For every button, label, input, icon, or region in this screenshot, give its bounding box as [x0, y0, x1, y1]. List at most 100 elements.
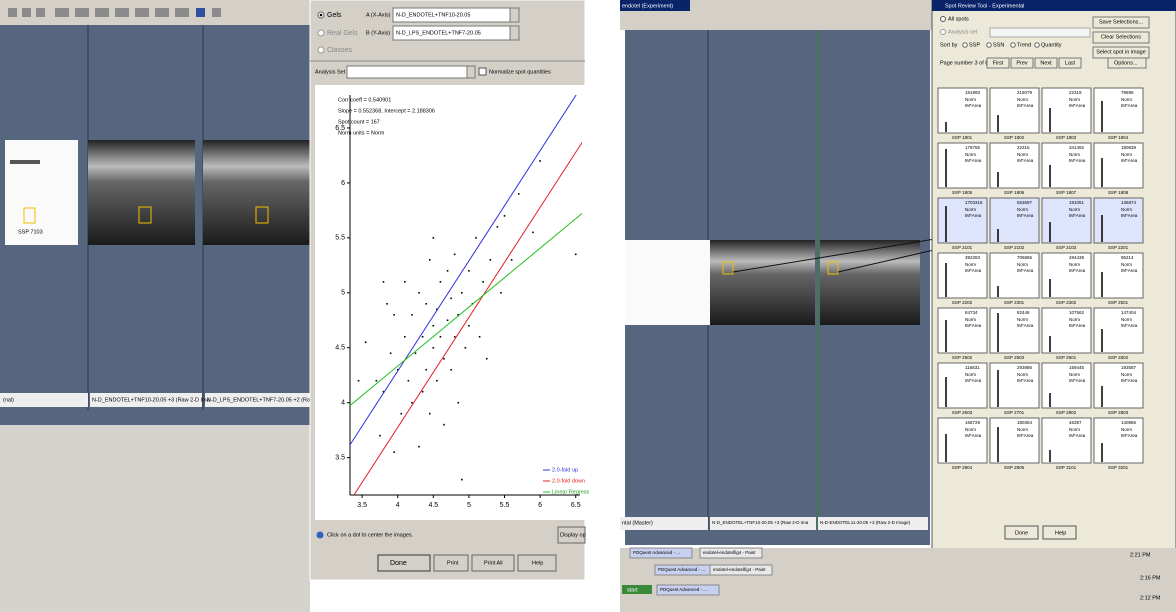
tool-icon[interactable]	[22, 8, 31, 17]
data-point[interactable]	[404, 281, 406, 283]
tile-unit: IM*Area	[1069, 268, 1086, 273]
x-tick-label: 4.5	[428, 502, 438, 509]
data-point[interactable]	[454, 336, 456, 338]
data-point[interactable]	[575, 254, 577, 256]
data-point[interactable]	[443, 424, 445, 426]
analysis-set-select[interactable]	[990, 28, 1090, 37]
data-point[interactable]	[511, 259, 513, 261]
data-point[interactable]	[468, 325, 470, 327]
radio[interactable]	[1035, 43, 1040, 48]
radio[interactable]	[941, 30, 946, 35]
data-point[interactable]	[411, 314, 413, 316]
data-point[interactable]	[475, 237, 477, 239]
data-point[interactable]	[390, 352, 392, 354]
tool-icon[interactable]	[55, 8, 69, 17]
data-point[interactable]	[422, 336, 424, 338]
data-point[interactable]	[425, 303, 427, 305]
data-point[interactable]	[457, 402, 459, 404]
tile-unit: Norm	[1069, 372, 1080, 377]
data-point[interactable]	[393, 451, 395, 453]
radio[interactable]	[963, 43, 968, 48]
data-point[interactable]	[436, 380, 438, 382]
tool-icon[interactable]	[75, 8, 89, 17]
dropdown-button[interactable]	[467, 66, 475, 78]
data-point[interactable]	[500, 292, 502, 294]
data-point[interactable]	[461, 479, 463, 481]
radio[interactable]	[318, 30, 324, 36]
tile-value: 392283	[965, 255, 981, 260]
button-label: Help	[532, 560, 543, 566]
data-point[interactable]	[532, 232, 534, 234]
data-point[interactable]	[429, 413, 431, 415]
data-point[interactable]	[429, 259, 431, 261]
radio[interactable]	[987, 43, 992, 48]
radio-label: Analysis set	[948, 29, 978, 35]
checkbox[interactable]	[479, 68, 486, 75]
tool-icon[interactable]	[196, 8, 205, 17]
tool-icon[interactable]	[175, 8, 189, 17]
data-point[interactable]	[433, 237, 435, 239]
tool-icon[interactable]	[155, 8, 169, 17]
data-point[interactable]	[418, 292, 420, 294]
data-point[interactable]	[468, 270, 470, 272]
tile-value: 284439	[1069, 255, 1085, 260]
clock: 2:16 PM	[1140, 575, 1161, 581]
data-point[interactable]	[440, 336, 442, 338]
tool-icon[interactable]	[95, 8, 109, 17]
data-point[interactable]	[450, 297, 452, 299]
data-point[interactable]	[450, 369, 452, 371]
data-point[interactable]	[411, 402, 413, 404]
tool-icon[interactable]	[135, 8, 149, 17]
data-point[interactable]	[461, 292, 463, 294]
tool-icon[interactable]	[36, 8, 45, 17]
data-point[interactable]	[497, 226, 499, 228]
data-point[interactable]	[425, 369, 427, 371]
data-point[interactable]	[433, 347, 435, 349]
tile-ssp: SSP 3101	[1056, 465, 1077, 470]
tile-ssp: SSP 1802	[1004, 135, 1025, 140]
data-point[interactable]	[454, 254, 456, 256]
data-point[interactable]	[486, 358, 488, 360]
data-point[interactable]	[415, 352, 417, 354]
data-point[interactable]	[479, 336, 481, 338]
tool-icon[interactable]	[115, 8, 129, 17]
data-point[interactable]	[386, 303, 388, 305]
dropdown-button[interactable]	[510, 26, 519, 40]
tool-icon[interactable]	[8, 8, 17, 17]
data-point[interactable]	[518, 193, 520, 195]
data-point[interactable]	[482, 281, 484, 283]
analysis-set-select[interactable]	[347, 66, 467, 78]
data-point[interactable]	[465, 347, 467, 349]
tile-value: 341492	[1069, 145, 1085, 150]
gel-spot	[10, 160, 40, 164]
data-point[interactable]	[365, 341, 367, 343]
data-point[interactable]	[539, 160, 541, 162]
image-caption: N-D_LPS_ENDOTEL+TNF7-20.05 +2 (Raw 2	[207, 397, 319, 403]
data-point[interactable]	[440, 281, 442, 283]
data-point[interactable]	[504, 215, 506, 217]
data-point[interactable]	[418, 446, 420, 448]
data-point[interactable]	[433, 325, 435, 327]
gel-image	[820, 240, 920, 325]
data-point[interactable]	[376, 380, 378, 382]
radio[interactable]	[1011, 43, 1016, 48]
tool-icon[interactable]	[212, 8, 221, 17]
radio[interactable]	[941, 17, 946, 22]
data-point[interactable]	[443, 358, 445, 360]
info-icon	[317, 532, 324, 539]
data-point[interactable]	[489, 259, 491, 261]
data-point[interactable]	[383, 281, 385, 283]
data-point[interactable]	[400, 413, 402, 415]
data-point[interactable]	[358, 380, 360, 382]
data-point[interactable]	[447, 270, 449, 272]
data-point[interactable]	[404, 336, 406, 338]
data-point[interactable]	[393, 314, 395, 316]
tile-unit: IM*Area	[1121, 433, 1138, 438]
data-point[interactable]	[379, 435, 381, 437]
taskbar-label: PDQuest Advanced - ...	[633, 550, 680, 555]
data-point[interactable]	[447, 319, 449, 321]
radio[interactable]	[318, 47, 324, 53]
data-point[interactable]	[422, 391, 424, 393]
data-point[interactable]	[408, 380, 410, 382]
dropdown-button[interactable]	[510, 8, 519, 22]
